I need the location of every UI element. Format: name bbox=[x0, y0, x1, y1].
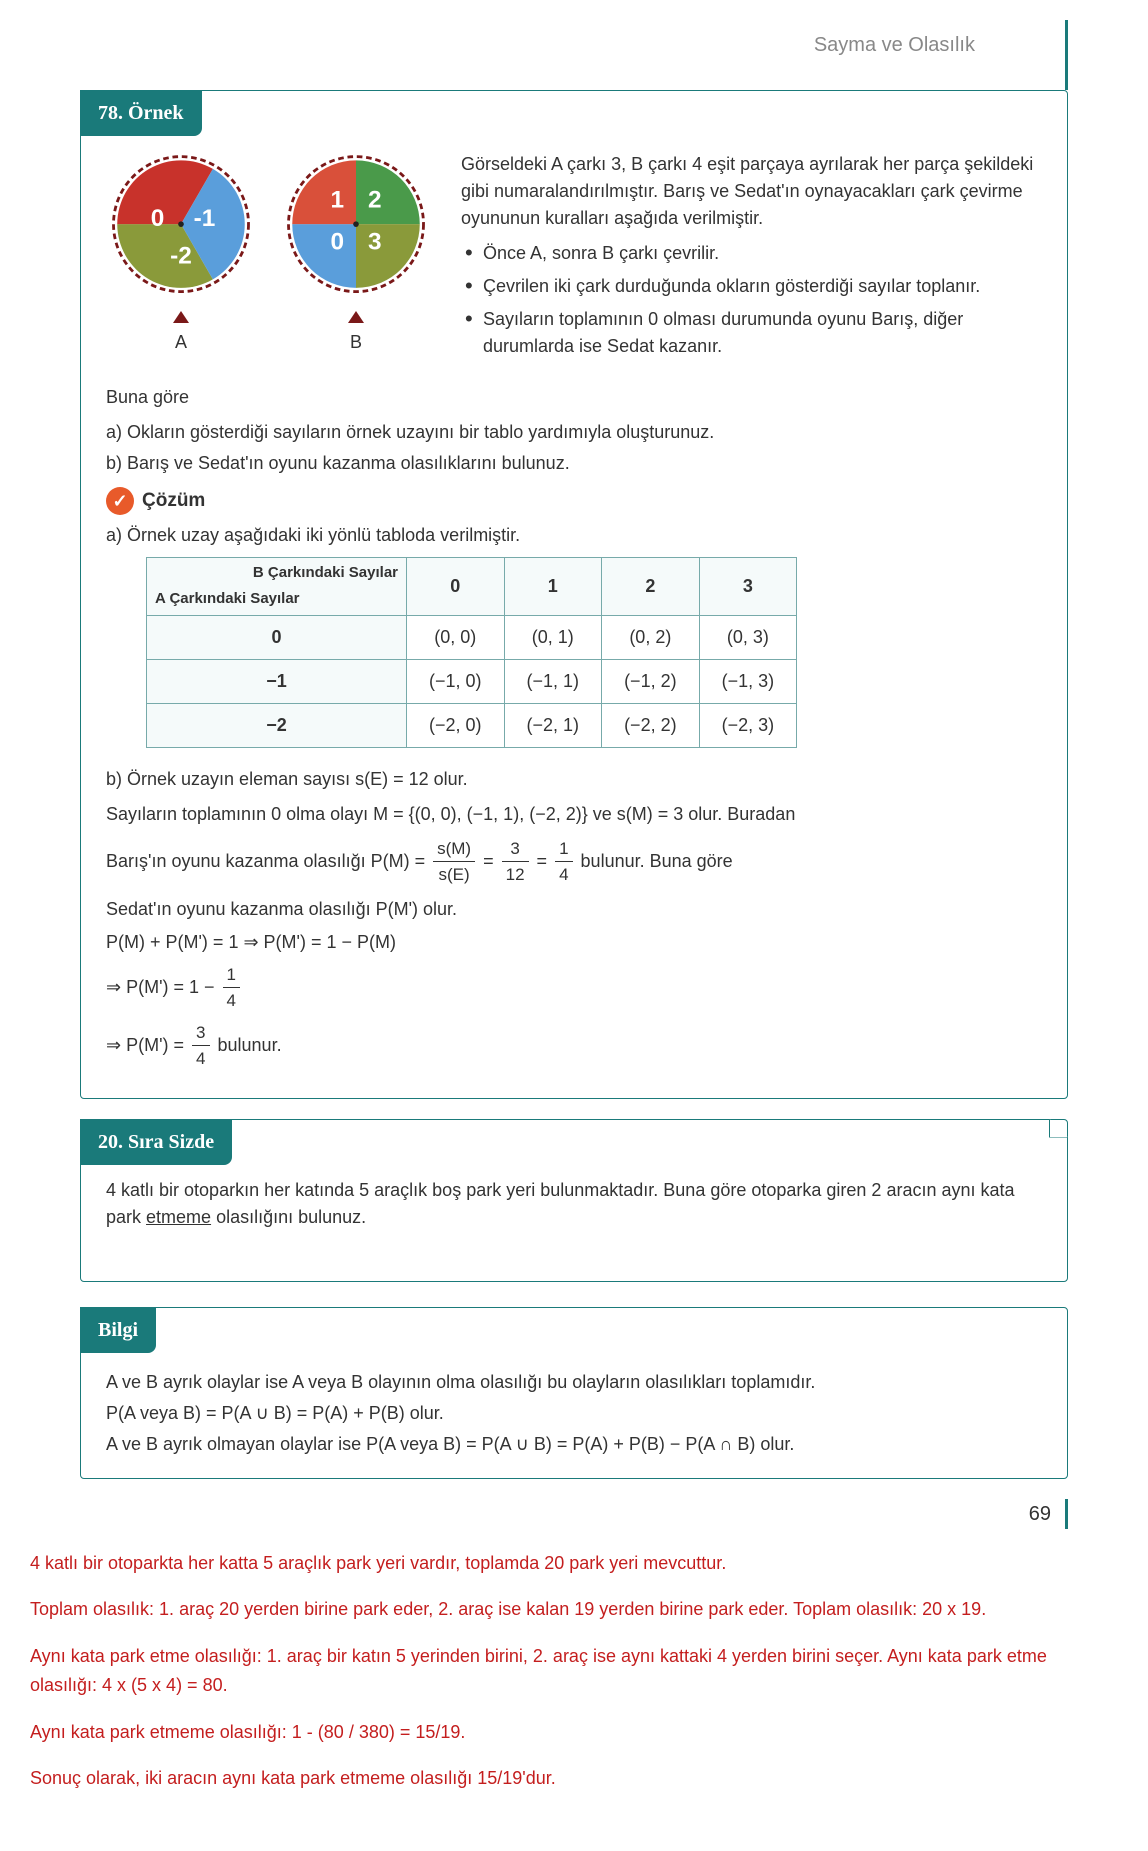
cell: (−1, 2) bbox=[602, 659, 700, 703]
l3-pre: Barış'ın oyunu kazanma olasılığı P(M) = bbox=[106, 850, 430, 870]
rules-list: Önce A, sonra B çarkı çevrilir. Çevrilen… bbox=[461, 240, 1042, 360]
question-a: a) Okların gösterdiği sayıların örnek uz… bbox=[106, 419, 1042, 446]
sol-b-l4: Sedat'ın oyunu kazanma olasılığı P(M') o… bbox=[106, 896, 1042, 923]
cell: (0, 2) bbox=[602, 615, 700, 659]
cell: (−1, 0) bbox=[407, 659, 505, 703]
svg-text:2: 2 bbox=[368, 186, 382, 213]
sira-underline: etmeme bbox=[146, 1207, 211, 1227]
cell: (0, 3) bbox=[699, 615, 797, 659]
note-p2: Toplam olasılık: 1. araç 20 yerden birin… bbox=[30, 1595, 1118, 1624]
wheels-container: 0-1-2 A 1203 B bbox=[106, 151, 431, 366]
sol-b-l5: P(M) + P(M') = 1 ⇒ P(M') = 1 − P(M) bbox=[106, 929, 1042, 956]
row-header: −2 bbox=[147, 703, 407, 747]
intro-text: Görseldeki A çarkı 3, B çarkı 4 eşit par… bbox=[461, 151, 1042, 366]
bilgi-l3: A ve B ayrık olmayan olaylar ise P(A vey… bbox=[106, 1431, 1042, 1458]
cell: (−2, 2) bbox=[602, 703, 700, 747]
row-header: −1 bbox=[147, 659, 407, 703]
frac: 14 bbox=[223, 962, 240, 1014]
example-box: 78. Örnek 0-1-2 A 1203 bbox=[80, 90, 1068, 1099]
cell: (0, 0) bbox=[407, 615, 505, 659]
svg-text:-1: -1 bbox=[194, 205, 216, 232]
col-header: 3 bbox=[699, 557, 797, 615]
note-p5: Sonuç olarak, iki aracın aynı kata park … bbox=[30, 1764, 1118, 1793]
intro-paragraph: Görseldeki A çarkı 3, B çarkı 4 eşit par… bbox=[461, 151, 1042, 232]
l3-post: bulunur. Buna göre bbox=[581, 850, 733, 870]
bilgi-box: Bilgi A ve B ayrık olaylar ise A veya B … bbox=[80, 1307, 1068, 1479]
frac: 312 bbox=[502, 836, 529, 888]
wheel-b-label: B bbox=[281, 329, 431, 356]
wheel-a-label: A bbox=[106, 329, 256, 356]
note-p4: Aynı kata park etmeme olasılığı: 1 - (80… bbox=[30, 1718, 1118, 1747]
bilgi-l2: P(A veya B) = P(A ∪ B) = P(A) + P(B) olu… bbox=[106, 1400, 1042, 1427]
example-label: 78. Örnek bbox=[80, 90, 202, 136]
solution-a-intro: a) Örnek uzay aşağıdaki iki yönlü tablod… bbox=[106, 522, 1042, 549]
l7-pre: ⇒ P(M') = bbox=[106, 1034, 189, 1054]
table-diag-header: B Çarkındaki Sayılar A Çarkındaki Sayıla… bbox=[147, 557, 407, 615]
rule-item: Önce A, sonra B çarkı çevrilir. bbox=[461, 240, 1042, 267]
cell: (−1, 3) bbox=[699, 659, 797, 703]
sol-b-l3: Barış'ın oyunu kazanma olasılığı P(M) = … bbox=[106, 836, 1042, 888]
sira-label: 20. Sıra Sizde bbox=[80, 1119, 232, 1165]
question-b: b) Barış ve Sedat'ın oyunu kazanma olası… bbox=[106, 450, 1042, 477]
buna-gore: Buna göre bbox=[106, 384, 1042, 411]
svg-text:3: 3 bbox=[368, 228, 382, 255]
handwritten-notes: 4 katlı bir otoparkta her katta 5 araçlı… bbox=[30, 1549, 1118, 1794]
cell: (−2, 3) bbox=[699, 703, 797, 747]
check-icon: ✓ bbox=[106, 487, 134, 515]
sol-b-l7: ⇒ P(M') = 34 bulunur. bbox=[106, 1020, 1042, 1072]
page-number: 69 bbox=[0, 1499, 1068, 1529]
pointer-b bbox=[348, 311, 364, 323]
sol-b-l1: b) Örnek uzayın eleman sayısı s(E) = 12 … bbox=[106, 766, 1042, 793]
col-header: 0 bbox=[407, 557, 505, 615]
bilgi-l1: A ve B ayrık olaylar ise A veya B olayın… bbox=[106, 1369, 1042, 1396]
cell: (−1, 1) bbox=[504, 659, 602, 703]
pointer-a bbox=[173, 311, 189, 323]
rule-item: Sayıların toplamının 0 olması durumunda … bbox=[461, 306, 1042, 360]
sol-b-l2: Sayıların toplamının 0 olma olayı M = {(… bbox=[106, 801, 1042, 828]
sample-space-table: B Çarkındaki Sayılar A Çarkındaki Sayıla… bbox=[146, 557, 797, 748]
note-p1: 4 katlı bir otoparkta her katta 5 araçlı… bbox=[30, 1549, 1118, 1578]
cozum-heading: ✓ Çözüm bbox=[106, 487, 1042, 516]
wheel-b-svg: 1203 bbox=[281, 151, 431, 301]
col-header: 1 bbox=[504, 557, 602, 615]
svg-text:1: 1 bbox=[330, 186, 344, 213]
frac: 14 bbox=[555, 836, 572, 888]
cozum-label: Çözüm bbox=[142, 487, 205, 516]
col-header: 2 bbox=[602, 557, 700, 615]
diag-bot: A Çarkındaki Sayılar bbox=[155, 588, 300, 611]
row-header: 0 bbox=[147, 615, 407, 659]
cell: (−2, 0) bbox=[407, 703, 505, 747]
diag-top: B Çarkındaki Sayılar bbox=[253, 562, 398, 585]
cell: (−2, 1) bbox=[504, 703, 602, 747]
cell: (0, 1) bbox=[504, 615, 602, 659]
sira-sizde-box: 20. Sıra Sizde 4 katlı bir otoparkın her… bbox=[80, 1119, 1068, 1282]
l7-post: bulunur. bbox=[218, 1034, 282, 1054]
frac: 34 bbox=[192, 1020, 209, 1072]
bilgi-label: Bilgi bbox=[80, 1307, 156, 1353]
wheel-b: 1203 B bbox=[281, 151, 431, 356]
rule-item: Çevrilen iki çark durduğunda okların gös… bbox=[461, 273, 1042, 300]
svg-text:0: 0 bbox=[330, 228, 344, 255]
svg-text:-2: -2 bbox=[170, 243, 192, 270]
chapter-title: Sayma ve Olasılık bbox=[0, 20, 1068, 90]
sira-text: 4 katlı bir otoparkın her katında 5 araç… bbox=[106, 1177, 1042, 1231]
wheel-a-svg: 0 -1-2 bbox=[106, 151, 256, 301]
frac: s(M)s(E) bbox=[433, 836, 475, 888]
note-p3: Aynı kata park etme olasılığı: 1. araç b… bbox=[30, 1642, 1118, 1700]
eq: = bbox=[537, 850, 553, 870]
sol-b-l6: ⇒ P(M') = 1 − 14 bbox=[106, 962, 1042, 1014]
eq: = bbox=[483, 850, 499, 870]
l6-pre: ⇒ P(M') = 1 − bbox=[106, 976, 220, 996]
svg-text:0: 0 bbox=[151, 205, 165, 232]
sira-t2: olasılığını bulunuz. bbox=[211, 1207, 366, 1227]
wheel-a: 0 -1-2 A bbox=[106, 151, 256, 356]
